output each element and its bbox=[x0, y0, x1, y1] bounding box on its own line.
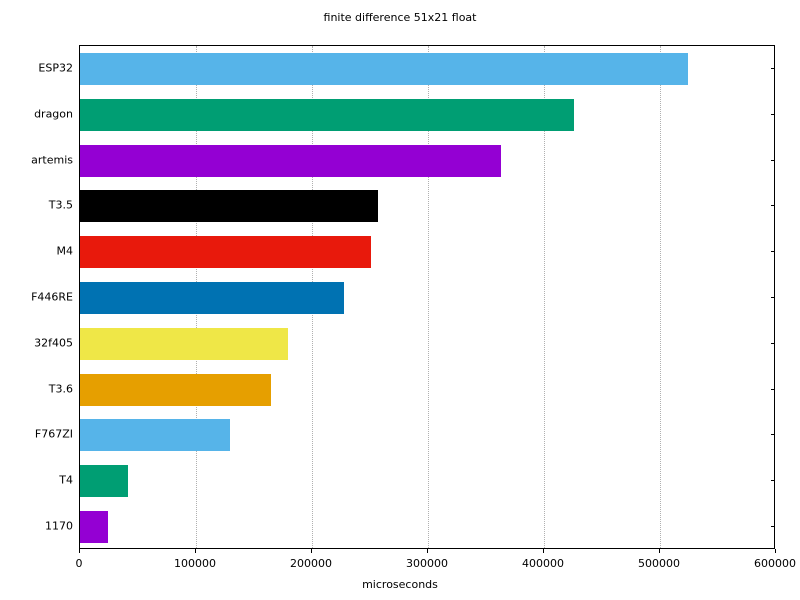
x-tick-label-300000: 300000 bbox=[406, 557, 448, 570]
right-tick-mark bbox=[771, 251, 775, 253]
right-tick-mark bbox=[771, 526, 775, 528]
y-tick-label: F767ZI bbox=[34, 427, 73, 441]
y-tick-label: dragon bbox=[34, 107, 73, 121]
y-tick-label: F446RE bbox=[31, 290, 73, 304]
gridline-300000 bbox=[428, 46, 429, 548]
y-tick-label: artemis bbox=[31, 153, 73, 167]
bar-t4 bbox=[80, 465, 128, 498]
x-tick-label-0: 0 bbox=[75, 557, 83, 570]
bar-1170 bbox=[80, 511, 108, 544]
chart-title: finite difference 51x21 float bbox=[323, 11, 477, 24]
y-tick-label: T4 bbox=[59, 473, 73, 487]
bar-f446re bbox=[80, 281, 345, 315]
y-tick-label: T3.5 bbox=[48, 198, 73, 212]
right-tick-mark bbox=[771, 67, 775, 69]
y-tick-label: 1170 bbox=[45, 519, 73, 533]
gridline-400000 bbox=[544, 46, 545, 548]
x-tick-label-500000: 500000 bbox=[638, 557, 680, 570]
x-tick-mark-100000 bbox=[195, 549, 196, 553]
right-tick-mark bbox=[771, 480, 775, 482]
bar-32f405 bbox=[80, 327, 288, 360]
plot-area bbox=[79, 45, 775, 549]
x-tick-mark-400000 bbox=[543, 549, 544, 553]
x-tick-label-200000: 200000 bbox=[290, 557, 332, 570]
bar-t3-6 bbox=[80, 373, 272, 406]
bar-m4 bbox=[80, 236, 372, 269]
bar-series bbox=[80, 46, 774, 548]
x-axis-label: microseconds bbox=[362, 578, 438, 591]
x-tick-label-100000: 100000 bbox=[174, 557, 216, 570]
right-tick-mark bbox=[771, 159, 775, 161]
right-tick-mark bbox=[771, 205, 775, 207]
right-tick-mark bbox=[771, 342, 775, 344]
y-tick-label: ESP32 bbox=[38, 61, 73, 75]
x-tick-mark-600000 bbox=[775, 549, 776, 553]
bar-artemis bbox=[80, 144, 502, 177]
bar-dragon bbox=[80, 98, 575, 131]
y-tick-label: T3.6 bbox=[48, 382, 73, 396]
right-tick-mark bbox=[771, 388, 775, 390]
x-axis-ticks bbox=[0, 549, 800, 559]
x-tick-mark-200000 bbox=[311, 549, 312, 553]
x-tick-mark-300000 bbox=[427, 549, 428, 553]
right-axis-ticks bbox=[771, 0, 781, 600]
right-tick-mark bbox=[771, 434, 775, 436]
x-tick-label-400000: 400000 bbox=[522, 557, 564, 570]
right-tick-mark bbox=[771, 297, 775, 298]
gridline-500000 bbox=[660, 46, 661, 548]
x-tick-label-600000: 600000 bbox=[754, 557, 796, 570]
bar-esp32 bbox=[80, 52, 688, 85]
x-tick-mark-500000 bbox=[659, 549, 660, 553]
x-tick-mark-0 bbox=[79, 549, 80, 553]
bar-t3-5 bbox=[80, 190, 379, 223]
right-tick-mark bbox=[771, 113, 775, 115]
bar-f767zi bbox=[80, 419, 230, 452]
y-tick-label: M4 bbox=[56, 244, 74, 258]
y-tick-label: 32f405 bbox=[34, 336, 73, 350]
